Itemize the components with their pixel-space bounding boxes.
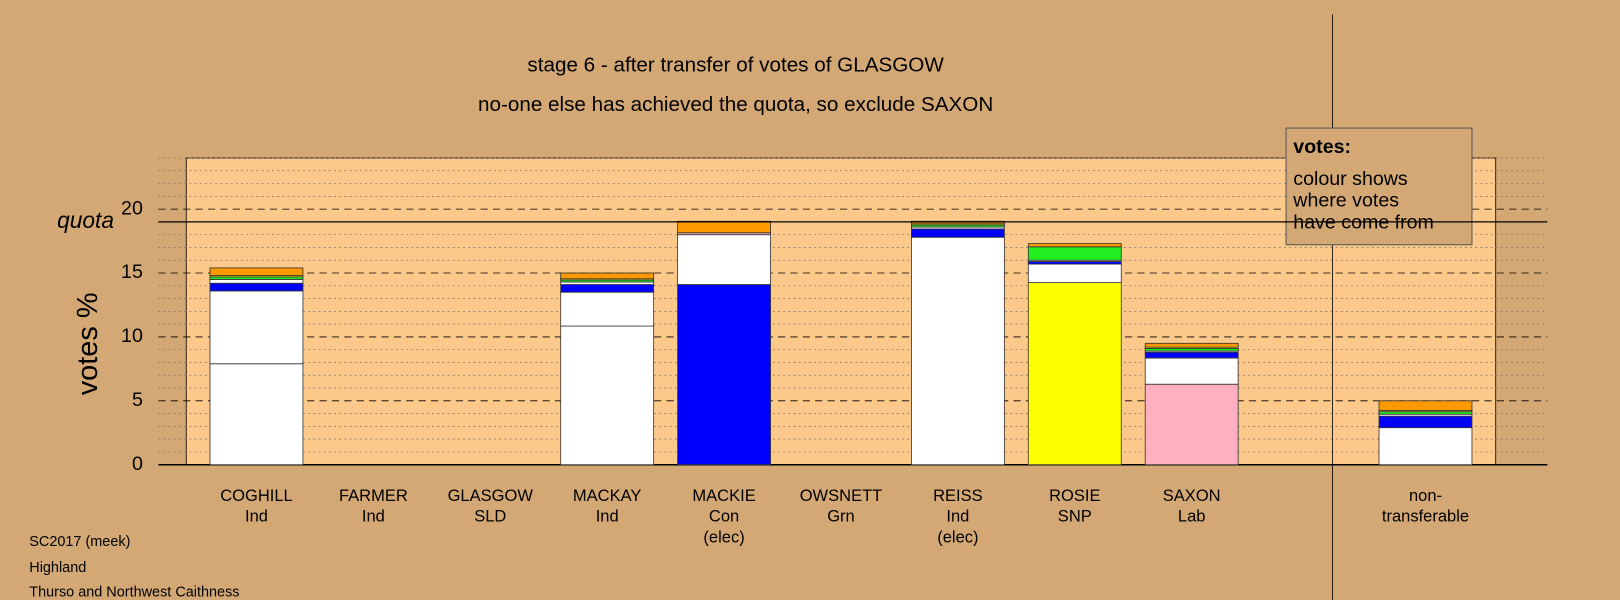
footer-line: SC2017 (meek) [29, 534, 130, 550]
bar-segment [560, 284, 655, 293]
x-tick-label: MACKAY [573, 486, 642, 505]
x-tick-label: SAXON [1163, 486, 1221, 505]
x-tick-label: Lab [1178, 507, 1206, 526]
x-tick-label: Ind [596, 507, 619, 526]
bar-segment [209, 363, 304, 466]
bar-segment [677, 234, 771, 285]
bar-segment [1378, 427, 1473, 466]
bar-segment [1027, 282, 1122, 466]
y-tick-label: 15 [121, 261, 143, 283]
chart-subtitle: no-one else has achieved the quota, so e… [478, 93, 993, 116]
quota-label: quota [57, 207, 114, 233]
x-tick-label: Grn [827, 507, 855, 526]
x-tick-label: non- [1409, 486, 1442, 505]
x-tick-label: transferable [1382, 507, 1469, 526]
bar-segment [560, 272, 655, 280]
bar-segment [1027, 246, 1122, 261]
x-tick-label: FARMER [339, 486, 408, 505]
bar-segment [1144, 357, 1239, 385]
x-tick-label: Con [709, 507, 739, 526]
x-tick-label: MACKIE [692, 486, 755, 505]
legend-box [1285, 127, 1473, 246]
bar-segment [560, 325, 655, 466]
bar-segment [677, 220, 771, 234]
x-tick-label: GLASGOW [448, 486, 534, 505]
x-tick-label: (elec) [703, 527, 744, 546]
bar-segment [209, 282, 304, 292]
y-tick-label: 0 [132, 453, 143, 475]
legend-line: colour shows [1293, 168, 1408, 190]
x-tick-label: OWSNETT [800, 486, 883, 505]
x-tick-label: Ind [946, 507, 969, 526]
x-tick-label: REISS [933, 486, 983, 505]
bar-segment [1144, 342, 1239, 348]
legend-title: votes: [1293, 136, 1351, 158]
bar-segment [1027, 263, 1122, 284]
footer-line: Highland [29, 560, 86, 576]
bar-segment [677, 284, 771, 466]
footer-line: Thurso and Northwest Caithness [29, 585, 239, 600]
x-tick-label: SNP [1058, 507, 1092, 526]
bar-segment [209, 267, 304, 276]
bar-segment [209, 290, 304, 365]
bar-segment [910, 236, 1005, 466]
x-tick-label: (elec) [937, 527, 978, 546]
bar-segment [910, 220, 1005, 225]
y-axis-label: votes % [72, 292, 104, 395]
x-tick-label: ROSIE [1049, 486, 1100, 505]
bar-segment [1378, 400, 1473, 411]
x-tick-label: SLD [474, 507, 506, 526]
y-tick-label: 5 [132, 389, 143, 411]
bar-segment [1027, 243, 1122, 248]
bar-segment [1378, 415, 1473, 429]
bars [209, 220, 1473, 466]
x-tick-label: Ind [362, 507, 385, 526]
x-tick-label: Ind [245, 507, 268, 526]
legend: votes: colour shows where votes have com… [1285, 127, 1473, 246]
bar-segment [560, 291, 655, 327]
chart-title: stage 6 - after transfer of votes of GLA… [527, 54, 944, 77]
bar-segment [1144, 383, 1239, 466]
bar-segment [910, 228, 1005, 238]
bar-segment [209, 278, 304, 284]
bar-segment [1144, 351, 1239, 359]
y-tick-label: 20 [121, 197, 143, 219]
x-tick-label: COGHILL [220, 486, 293, 505]
legend-line: where votes [1292, 190, 1399, 212]
y-tick-label: 10 [121, 325, 143, 347]
